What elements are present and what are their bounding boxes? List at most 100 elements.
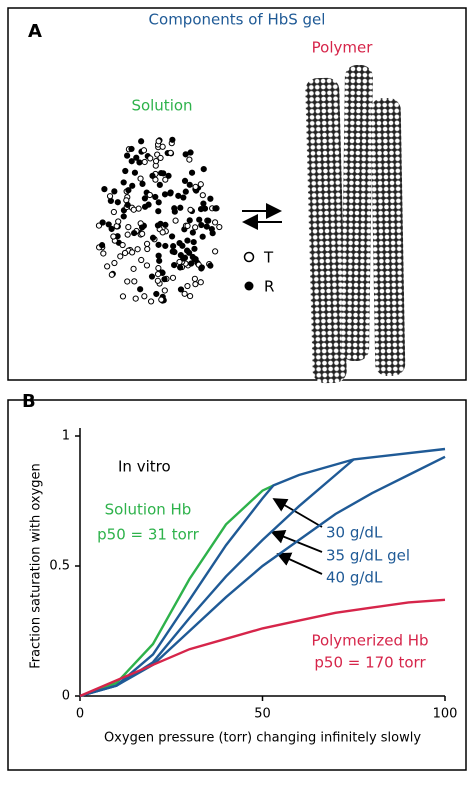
- molecule: [140, 147, 148, 154]
- molecule: [101, 186, 108, 193]
- molecule: [169, 248, 176, 255]
- molecule: [124, 278, 131, 285]
- panel-b-frame: [7, 399, 467, 771]
- molecule: [181, 290, 188, 297]
- molecule: [186, 249, 193, 256]
- series-line: [79, 455, 446, 698]
- molecule: [130, 265, 137, 272]
- molecule: [180, 194, 187, 201]
- molecule: [155, 241, 162, 248]
- molecule: [156, 257, 163, 264]
- molecule: [144, 245, 151, 253]
- legend-t: T: [263, 249, 274, 267]
- molecule: [172, 217, 179, 224]
- molecule: [177, 264, 184, 271]
- molecule: [187, 206, 194, 213]
- series-line: [79, 447, 446, 698]
- molecule: [207, 195, 214, 202]
- molecule: [141, 203, 149, 210]
- annotation: p50 = 170 torr: [314, 654, 426, 672]
- y-tick-label: 0.5: [49, 559, 70, 574]
- molecule: [133, 154, 140, 161]
- molecule: [158, 296, 165, 303]
- molecule: [99, 219, 106, 226]
- molecule: [110, 208, 117, 216]
- series-line: [79, 458, 355, 698]
- molecule: [159, 229, 166, 236]
- molecule: [167, 149, 174, 156]
- series-line: [79, 484, 274, 698]
- molecule: [207, 262, 214, 269]
- r-symbol: [244, 281, 254, 291]
- molecule: [186, 292, 194, 300]
- molecule: [192, 224, 199, 231]
- molecule: [158, 169, 165, 177]
- molecule: [171, 262, 178, 269]
- panel-title: Components of HbS gel: [149, 11, 326, 29]
- molecule: [184, 237, 191, 244]
- molecule: [197, 279, 204, 286]
- molecule: [162, 176, 169, 183]
- molecule: [131, 229, 138, 237]
- molecule: [198, 221, 205, 229]
- molecule: [149, 172, 156, 179]
- y-axis-label: Fraction saturation with oxygen: [29, 463, 44, 669]
- solution-label: Solution: [131, 97, 192, 115]
- molecule: [191, 245, 198, 252]
- molecule: [171, 208, 178, 215]
- molecule: [128, 158, 135, 165]
- molecule: [216, 223, 223, 231]
- molecule: [129, 182, 136, 189]
- molecule: [157, 154, 164, 162]
- molecule: [192, 281, 199, 288]
- molecule: [121, 249, 129, 257]
- molecule: [155, 138, 162, 145]
- molecule: [124, 231, 131, 238]
- series-line: [79, 598, 446, 698]
- molecule: [162, 221, 169, 229]
- molecule: [130, 206, 137, 213]
- molecule: [124, 201, 131, 208]
- molecule: [119, 293, 127, 300]
- y-tick-label: 0: [62, 689, 70, 704]
- molecule: [211, 219, 219, 226]
- molecule: [196, 216, 203, 223]
- molecule: [161, 287, 168, 294]
- annotation-arrows: [270, 498, 323, 575]
- molecule: [143, 240, 151, 247]
- molecule: [139, 224, 146, 231]
- molecule: [168, 233, 176, 240]
- y-tick-label: 1: [62, 429, 70, 444]
- polymer-fibers: [305, 64, 406, 384]
- molecule: [176, 258, 183, 266]
- molecule: [148, 273, 156, 280]
- molecule: [147, 155, 154, 162]
- series-label: 40 g/dL: [326, 569, 383, 587]
- molecule: [167, 189, 174, 196]
- molecule: [125, 187, 132, 194]
- molecule: [119, 241, 126, 249]
- molecule: [155, 265, 162, 272]
- molecule: [152, 193, 159, 201]
- molecule: [186, 156, 193, 163]
- molecule: [189, 229, 196, 236]
- molecule: [105, 221, 112, 228]
- series-label: Polymerized Hb: [311, 632, 428, 650]
- molecule: [137, 175, 144, 182]
- molecule: [154, 277, 161, 284]
- molecule: [180, 255, 187, 262]
- molecule: [132, 295, 139, 302]
- molecule: [110, 233, 117, 240]
- molecule: [108, 271, 115, 278]
- molecule: [191, 275, 198, 282]
- molecule: [192, 183, 199, 191]
- molecule: [199, 233, 206, 240]
- molecule: [139, 180, 146, 187]
- x-tick-label: 100: [433, 707, 458, 722]
- molecule: [124, 152, 131, 159]
- molecule: [138, 138, 145, 145]
- molecule: [187, 149, 194, 156]
- molecule: [177, 204, 184, 211]
- x-tick-label: 0: [76, 707, 84, 722]
- molecule: [111, 188, 118, 195]
